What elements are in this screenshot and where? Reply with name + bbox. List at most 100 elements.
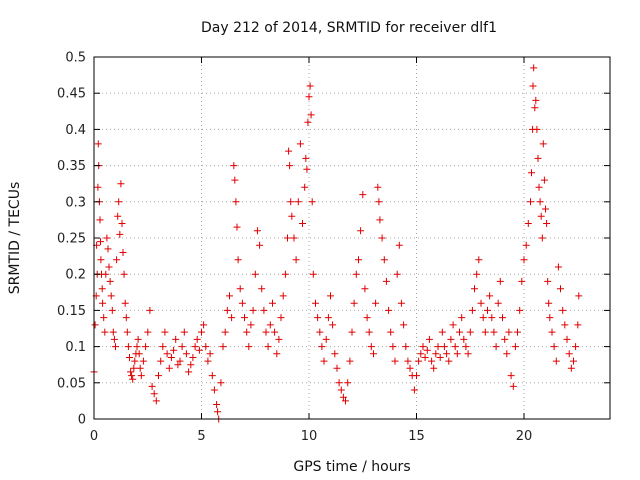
data-point [223,306,231,314]
data-point [359,191,367,199]
data-point [221,328,229,336]
data-point [462,343,470,351]
data-point [208,372,216,380]
data-point [91,321,99,329]
data-point [97,256,105,264]
data-point [546,314,554,322]
data-point [378,234,386,242]
data-point [516,306,524,314]
data-point [505,328,513,336]
data-point [570,357,577,365]
data-point [449,321,457,329]
data-point [329,321,337,329]
data-point [538,234,546,242]
data-point [339,393,347,401]
data-point [466,328,474,336]
data-point [342,397,349,405]
data-point [100,314,108,322]
data-point [532,96,540,104]
data-point [271,328,279,336]
data-point [113,256,121,264]
data-point [115,198,123,206]
data-point [98,285,106,293]
data-point [206,350,214,358]
y-tick-label: 0.45 [57,87,86,102]
data-point [335,379,343,387]
data-point [464,350,472,358]
data-point [134,335,142,343]
data-point [565,350,573,358]
y-tick-label: 0.2 [65,268,86,283]
data-point [567,364,575,372]
data-point [219,343,227,351]
data-point [346,357,354,365]
data-point [130,364,138,372]
data-point [389,343,397,351]
data-point [451,343,459,351]
data-point [540,176,548,184]
data-point [161,328,169,336]
data-point [375,198,383,206]
data-point [473,270,481,278]
data-point [453,350,461,358]
data-point [507,372,515,380]
data-point [279,292,287,300]
y-axis-ticks: 0 0.05 0.1 0.15 0.2 0.25 0.3 0.35 0.4 0.45 0.5 [57,51,610,428]
data-point [503,350,511,358]
chart-title: Day 212 of 2014, SRMTID for receiver dlf… [201,20,497,36]
data-point [94,183,102,191]
data-point [554,263,562,271]
data-point [226,292,233,300]
data-point [518,277,526,285]
data-point [148,382,156,390]
data-point [575,292,583,300]
data-point [118,220,126,227]
data-point [180,328,188,336]
data-point [514,328,521,336]
data-point [167,354,175,361]
data-point [126,354,133,361]
data-point [511,343,519,351]
data-point [301,183,309,191]
data-point [327,292,334,300]
x-tick-label: 10 [301,429,318,444]
data-point [391,357,399,365]
data-point [421,354,429,361]
data-point [314,314,322,322]
y-tick-label: 0.4 [65,123,86,138]
x-tick-label: 5 [197,429,205,444]
data-point [490,328,498,336]
data-point [382,277,390,285]
data-point [178,343,186,351]
y-tick-label: 0 [78,413,86,428]
data-point [544,277,552,285]
data-point [438,328,446,336]
data-point [139,357,147,365]
data-point [535,183,543,191]
data-point [533,125,541,133]
data-point [572,343,580,351]
data-point [104,245,112,253]
data-point [415,357,423,365]
data-point [425,335,433,343]
data-point [539,140,547,148]
data-point [395,241,403,249]
data-point [302,154,310,162]
data-point [534,154,542,162]
y-tick-label: 0.1 [65,340,86,355]
data-point [468,306,476,314]
data-point [322,335,330,343]
data-point [309,270,317,278]
data-point [308,198,316,206]
data-point [135,350,143,358]
y-axis-label: SRMTID / TECUs [7,182,23,295]
data-point [400,321,408,329]
data-point [561,321,569,329]
data-point [397,299,405,307]
data-point [557,285,564,293]
data-point [292,256,300,264]
data-point [423,346,431,354]
data-point [299,220,306,227]
data-point [537,212,545,220]
